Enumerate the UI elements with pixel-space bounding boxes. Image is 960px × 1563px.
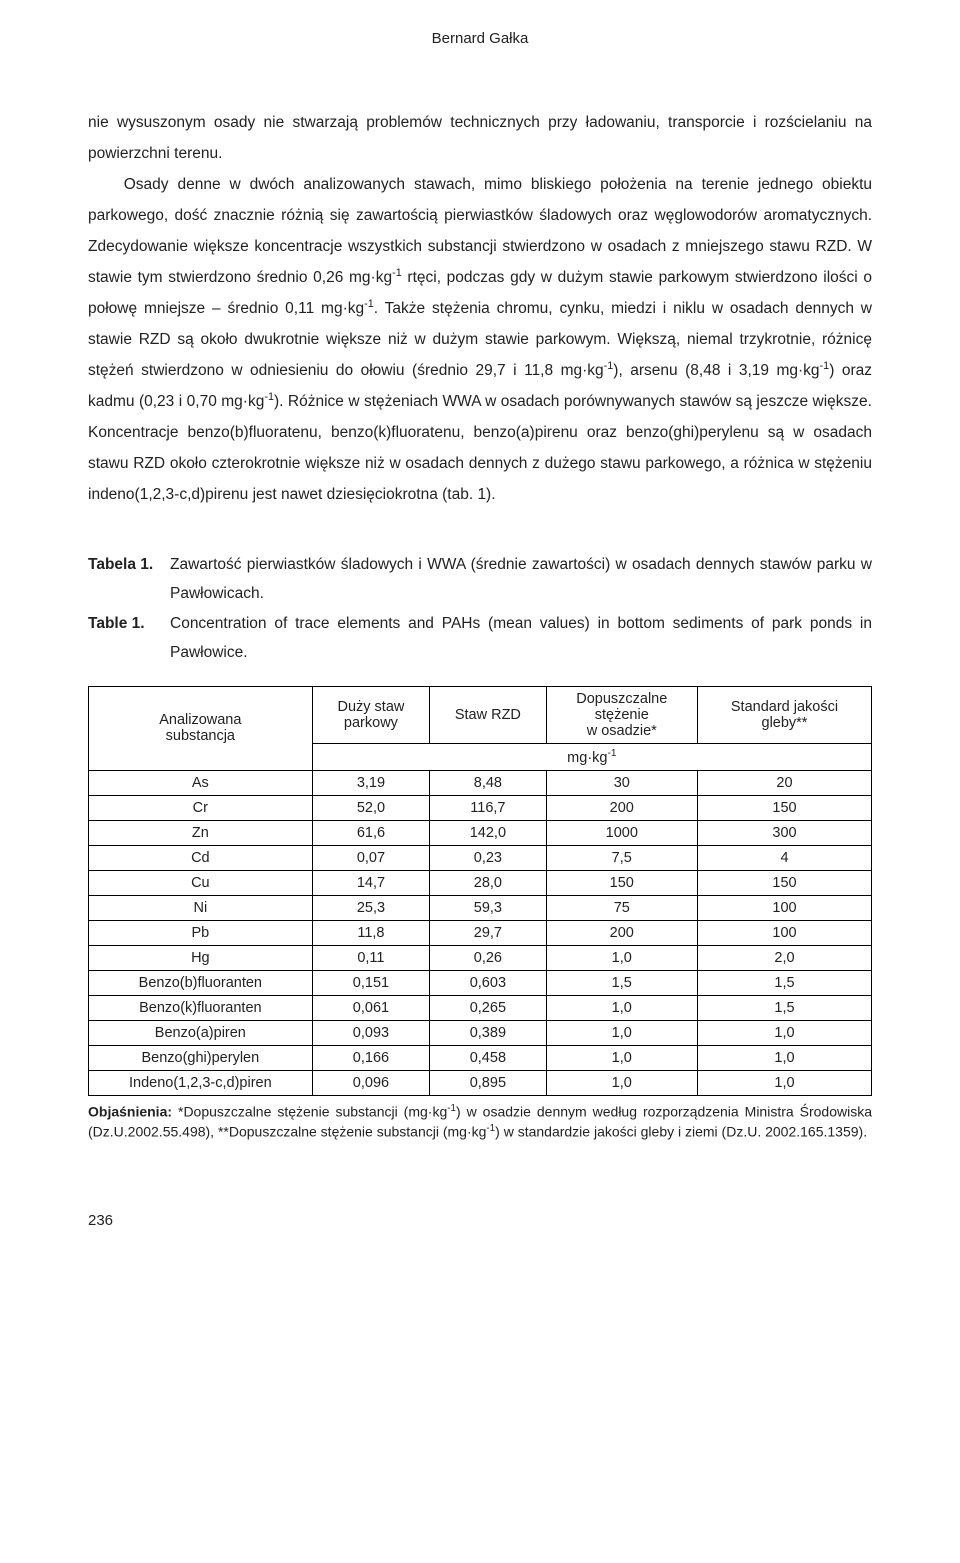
row-value: 100 bbox=[697, 920, 871, 945]
row-value: 0,895 bbox=[430, 1070, 546, 1095]
row-value: 1000 bbox=[546, 820, 697, 845]
row-value: 300 bbox=[697, 820, 871, 845]
row-value: 0,389 bbox=[430, 1020, 546, 1045]
row-value: 0,26 bbox=[430, 945, 546, 970]
row-label: Cu bbox=[89, 870, 313, 895]
row-value: 0,265 bbox=[430, 995, 546, 1020]
units-cell: mg·kg-1 bbox=[312, 743, 871, 770]
row-value: 0,23 bbox=[430, 845, 546, 870]
table-row: Benzo(b)fluoranten0,1510,6031,51,5 bbox=[89, 970, 872, 995]
row-value: 1,0 bbox=[697, 1020, 871, 1045]
table-row: Cu14,728,0150150 bbox=[89, 870, 872, 895]
row-value: 0,093 bbox=[312, 1020, 430, 1045]
row-value: 4 bbox=[697, 845, 871, 870]
row-value: 1,0 bbox=[697, 1045, 871, 1070]
row-value: 25,3 bbox=[312, 895, 430, 920]
row-value: 0,458 bbox=[430, 1045, 546, 1070]
caption-label-en: Table 1. bbox=[88, 609, 170, 668]
row-label: Pb bbox=[89, 920, 313, 945]
col-header-limit: Dopuszczalnestężeniew osadzie* bbox=[546, 686, 697, 743]
row-value: 1,5 bbox=[697, 970, 871, 995]
row-label: Ni bbox=[89, 895, 313, 920]
row-value: 61,6 bbox=[312, 820, 430, 845]
caption-label-pl: Tabela 1. bbox=[88, 550, 170, 609]
row-value: 2,0 bbox=[697, 945, 871, 970]
row-value: 1,0 bbox=[546, 1020, 697, 1045]
table-row: Benzo(k)fluoranten0,0610,2651,01,5 bbox=[89, 995, 872, 1020]
page-number: 236 bbox=[88, 1212, 872, 1229]
table-body: As3,198,483020Cr52,0116,7200150Zn61,6142… bbox=[89, 770, 872, 1095]
row-value: 1,0 bbox=[546, 945, 697, 970]
author-name: Bernard Gałka bbox=[88, 30, 872, 47]
col-header-rzd: Staw RZD bbox=[430, 686, 546, 743]
row-value: 1,0 bbox=[697, 1070, 871, 1095]
table-row: Zn61,6142,01000300 bbox=[89, 820, 872, 845]
row-value: 75 bbox=[546, 895, 697, 920]
row-value: 3,19 bbox=[312, 770, 430, 795]
row-label: Zn bbox=[89, 820, 313, 845]
row-value: 200 bbox=[546, 920, 697, 945]
table-row: Indeno(1,2,3-c,d)piren0,0960,8951,01,0 bbox=[89, 1070, 872, 1095]
table-row: Cr52,0116,7200150 bbox=[89, 795, 872, 820]
row-label: Cd bbox=[89, 845, 313, 870]
row-value: 20 bbox=[697, 770, 871, 795]
table-footnote: Objaśnienia: *Dopuszczalne stężenie subs… bbox=[88, 1102, 872, 1143]
row-value: 1,0 bbox=[546, 1045, 697, 1070]
row-value: 30 bbox=[546, 770, 697, 795]
table-row: Benzo(ghi)perylen0,1660,4581,01,0 bbox=[89, 1045, 872, 1070]
row-value: 59,3 bbox=[430, 895, 546, 920]
row-value: 0,096 bbox=[312, 1070, 430, 1095]
row-value: 0,061 bbox=[312, 995, 430, 1020]
row-value: 200 bbox=[546, 795, 697, 820]
row-label: Cr bbox=[89, 795, 313, 820]
data-table: Analizowanasubstancja Duży stawparkowy S… bbox=[88, 686, 872, 1096]
caption-text-en: Concentration of trace elements and PAHs… bbox=[170, 609, 872, 668]
row-value: 150 bbox=[697, 795, 871, 820]
row-value: 0,07 bbox=[312, 845, 430, 870]
row-value: 14,7 bbox=[312, 870, 430, 895]
row-value: 52,0 bbox=[312, 795, 430, 820]
col-header-bigpond: Duży stawparkowy bbox=[312, 686, 430, 743]
row-value: 28,0 bbox=[430, 870, 546, 895]
row-value: 150 bbox=[546, 870, 697, 895]
row-label: Benzo(a)piren bbox=[89, 1020, 313, 1045]
table-row: Cd0,070,237,54 bbox=[89, 845, 872, 870]
row-value: 116,7 bbox=[430, 795, 546, 820]
table-header: Analizowanasubstancja Duży stawparkowy S… bbox=[89, 686, 872, 770]
row-value: 100 bbox=[697, 895, 871, 920]
row-value: 8,48 bbox=[430, 770, 546, 795]
row-value: 7,5 bbox=[546, 845, 697, 870]
row-value: 1,5 bbox=[697, 995, 871, 1020]
row-value: 11,8 bbox=[312, 920, 430, 945]
col-header-substance: Analizowanasubstancja bbox=[89, 686, 313, 770]
row-value: 0,151 bbox=[312, 970, 430, 995]
row-value: 1,5 bbox=[546, 970, 697, 995]
row-value: 0,603 bbox=[430, 970, 546, 995]
row-label: Benzo(ghi)perylen bbox=[89, 1045, 313, 1070]
body-paragraph: nie wysuszonym osady nie stwarzają probl… bbox=[88, 107, 872, 510]
row-value: 150 bbox=[697, 870, 871, 895]
row-label: As bbox=[89, 770, 313, 795]
table-row: Pb11,829,7200100 bbox=[89, 920, 872, 945]
table-caption: Tabela 1. Zawartość pierwiastków śladowy… bbox=[88, 550, 872, 668]
row-value: 0,11 bbox=[312, 945, 430, 970]
row-value: 29,7 bbox=[430, 920, 546, 945]
table-row: Benzo(a)piren0,0930,3891,01,0 bbox=[89, 1020, 872, 1045]
table-row: Hg0,110,261,02,0 bbox=[89, 945, 872, 970]
row-label: Benzo(b)fluoranten bbox=[89, 970, 313, 995]
row-label: Indeno(1,2,3-c,d)piren bbox=[89, 1070, 313, 1095]
row-value: 1,0 bbox=[546, 1070, 697, 1095]
row-label: Benzo(k)fluoranten bbox=[89, 995, 313, 1020]
table-row: Ni25,359,375100 bbox=[89, 895, 872, 920]
row-value: 142,0 bbox=[430, 820, 546, 845]
caption-text-pl: Zawartość pierwiastków śladowych i WWA (… bbox=[170, 550, 872, 609]
table-row: As3,198,483020 bbox=[89, 770, 872, 795]
row-value: 1,0 bbox=[546, 995, 697, 1020]
row-label: Hg bbox=[89, 945, 313, 970]
col-header-standard: Standard jakościgleby** bbox=[697, 686, 871, 743]
row-value: 0,166 bbox=[312, 1045, 430, 1070]
